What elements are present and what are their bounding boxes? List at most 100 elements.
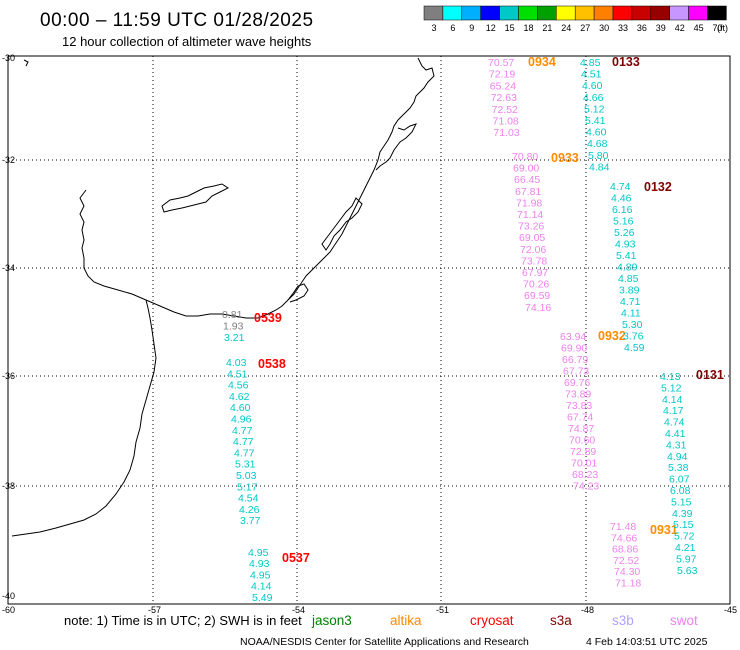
lat-tick-label: -36 xyxy=(2,371,15,381)
wave-height-value: 3.21 xyxy=(224,332,245,344)
map-frame xyxy=(7,55,731,605)
wave-height-value: 4.54 xyxy=(238,493,259,505)
scale-swatch xyxy=(631,5,652,21)
wave-height-value: 4.77 xyxy=(233,436,254,448)
wave-height-value: 63.94 xyxy=(560,331,586,343)
scale-swatch xyxy=(612,5,633,21)
wave-height-value: 4.68 xyxy=(587,138,608,150)
wave-height-value: 69.59 xyxy=(524,290,550,302)
track-0539: 0.811.933.21 0539 xyxy=(222,309,282,344)
lat-tick-labels: -30 -32 -34 -36 -38 -40 xyxy=(2,53,15,601)
lat-tick-label: -40 xyxy=(2,591,15,601)
scale-label: 33 xyxy=(618,23,628,33)
wave-height-value: 68.23 xyxy=(572,469,598,481)
scale-swatch xyxy=(442,5,463,21)
wave-height-value: 5.97 xyxy=(676,553,697,565)
wave-height-value: 3.76 xyxy=(623,331,644,343)
timestamp: 4 Feb 14:03:51 UTC 2025 xyxy=(586,636,708,648)
scale-label: 12 xyxy=(486,23,496,33)
wave-height-value: 71.18 xyxy=(615,578,641,590)
mission-label: s3b xyxy=(612,613,634,628)
coastline xyxy=(11,57,435,537)
footer-note: note: 1) Time is in UTC; 2) SWH is in fe… xyxy=(64,613,302,628)
wave-height-value: 73.26 xyxy=(518,221,544,233)
scale-label: 18 xyxy=(523,23,533,33)
wave-height-value: 4.60 xyxy=(586,127,607,139)
scale-label: 9 xyxy=(469,23,474,33)
track-0932: 63.9469.9066.7967.7369.7673.8973.8367.74… xyxy=(560,329,626,493)
scale-swatch xyxy=(707,5,727,21)
pass-time-label: 0537 xyxy=(282,551,310,565)
mission-legend: jason3 altika cryosat s3a s3b swot xyxy=(311,613,698,628)
wave-height-value: 4.60 xyxy=(230,402,251,414)
wave-height-value: 69.76 xyxy=(564,377,590,389)
wave-height-value: 70.60 xyxy=(569,435,595,447)
wave-height-value: 70.80 xyxy=(512,151,538,163)
map-title: 00:00 – 11:59 UTC 01/28/2025 xyxy=(40,10,314,31)
wave-height-value: 72.63 xyxy=(491,92,517,104)
wave-height-value: 4.56 xyxy=(228,380,249,392)
wave-height-value: 4.89 xyxy=(617,262,638,274)
wave-height-value: 4.62 xyxy=(229,391,250,403)
wave-height-value: 6.07 xyxy=(669,474,690,486)
scale-swatch xyxy=(499,5,519,21)
scale-unit: (ft) xyxy=(717,23,728,33)
wave-height-value: 4.31 xyxy=(666,439,687,451)
wave-height-value: 5.63 xyxy=(677,565,698,577)
wave-height-value: 65.24 xyxy=(490,80,516,92)
wave-height-value: 72.52 xyxy=(492,104,518,116)
wave-height-value: 66.79 xyxy=(562,354,588,366)
scale-label: 24 xyxy=(561,23,571,33)
wave-height-value: 4.95 xyxy=(250,569,271,581)
wave-height-value: 4.03 xyxy=(226,357,247,369)
lon-tick-labels: -57 -54 -51 -48 -45 -60 xyxy=(2,605,737,615)
lon-tick-label: -57 xyxy=(148,605,161,615)
wave-height-value: 4.84 xyxy=(589,161,610,173)
lat-tick-label: -32 xyxy=(2,155,15,165)
scale-swatch xyxy=(480,5,500,21)
wave-height-value: 5.12 xyxy=(584,103,605,115)
credit-line: NOAA/NESDIS Center for Satellite Applica… xyxy=(240,636,529,648)
mission-label: swot xyxy=(670,613,698,628)
footer: note: 1) Time is in UTC; 2) SWH is in fe… xyxy=(64,613,708,648)
wave-height-value: 70.01 xyxy=(571,458,597,470)
wave-height-value: 6.08 xyxy=(670,485,691,497)
wave-height-value: 5.38 xyxy=(668,462,689,474)
wave-height-value: 5.12 xyxy=(661,382,682,394)
wave-height-value: 72.89 xyxy=(570,446,596,458)
scale-swatch xyxy=(574,5,595,21)
wave-height-value: 74.30 xyxy=(614,566,640,578)
scale-label: 21 xyxy=(542,23,552,33)
track-0538: 4.034.514.564.624.604.964.774.774.775.31… xyxy=(226,357,286,527)
wave-height-value: 4.77 xyxy=(234,447,255,459)
pass-time-label: 0931 xyxy=(650,523,678,537)
lon-tick-label: -54 xyxy=(292,605,305,615)
wave-height-value: 5.26 xyxy=(614,227,635,239)
scale-swatch xyxy=(556,5,576,21)
wave-height-value: 5.49 xyxy=(252,592,273,604)
pass-time-label: 0132 xyxy=(644,180,672,194)
wave-height-value: 69.05 xyxy=(519,232,545,244)
wave-height-value: 71.14 xyxy=(517,209,543,221)
scale-swatch xyxy=(593,5,614,21)
wave-height-value: 74.23 xyxy=(573,481,599,493)
scale-swatch xyxy=(461,5,481,21)
wave-height-value: 74.16 xyxy=(525,302,551,314)
wave-height-value: 5.72 xyxy=(674,531,695,543)
wave-height-value: 4.74 xyxy=(664,417,685,429)
wave-height-value: 4.59 xyxy=(624,342,645,354)
wave-height-value: 4.93 xyxy=(249,558,270,570)
wave-height-value: 67.81 xyxy=(515,186,541,198)
wave-height-value: 4.51 xyxy=(227,368,248,380)
scale-swatch xyxy=(423,5,444,21)
track-0131: 4.135.124.144.174.744.414.314.945.386.07… xyxy=(660,368,724,577)
lon-tick-label: -51 xyxy=(436,605,449,615)
wave-height-value: 71.08 xyxy=(493,116,519,128)
wave-height-value: 72.52 xyxy=(613,555,639,567)
scale-swatch xyxy=(688,5,708,21)
wave-height-value: 3.77 xyxy=(240,515,261,527)
